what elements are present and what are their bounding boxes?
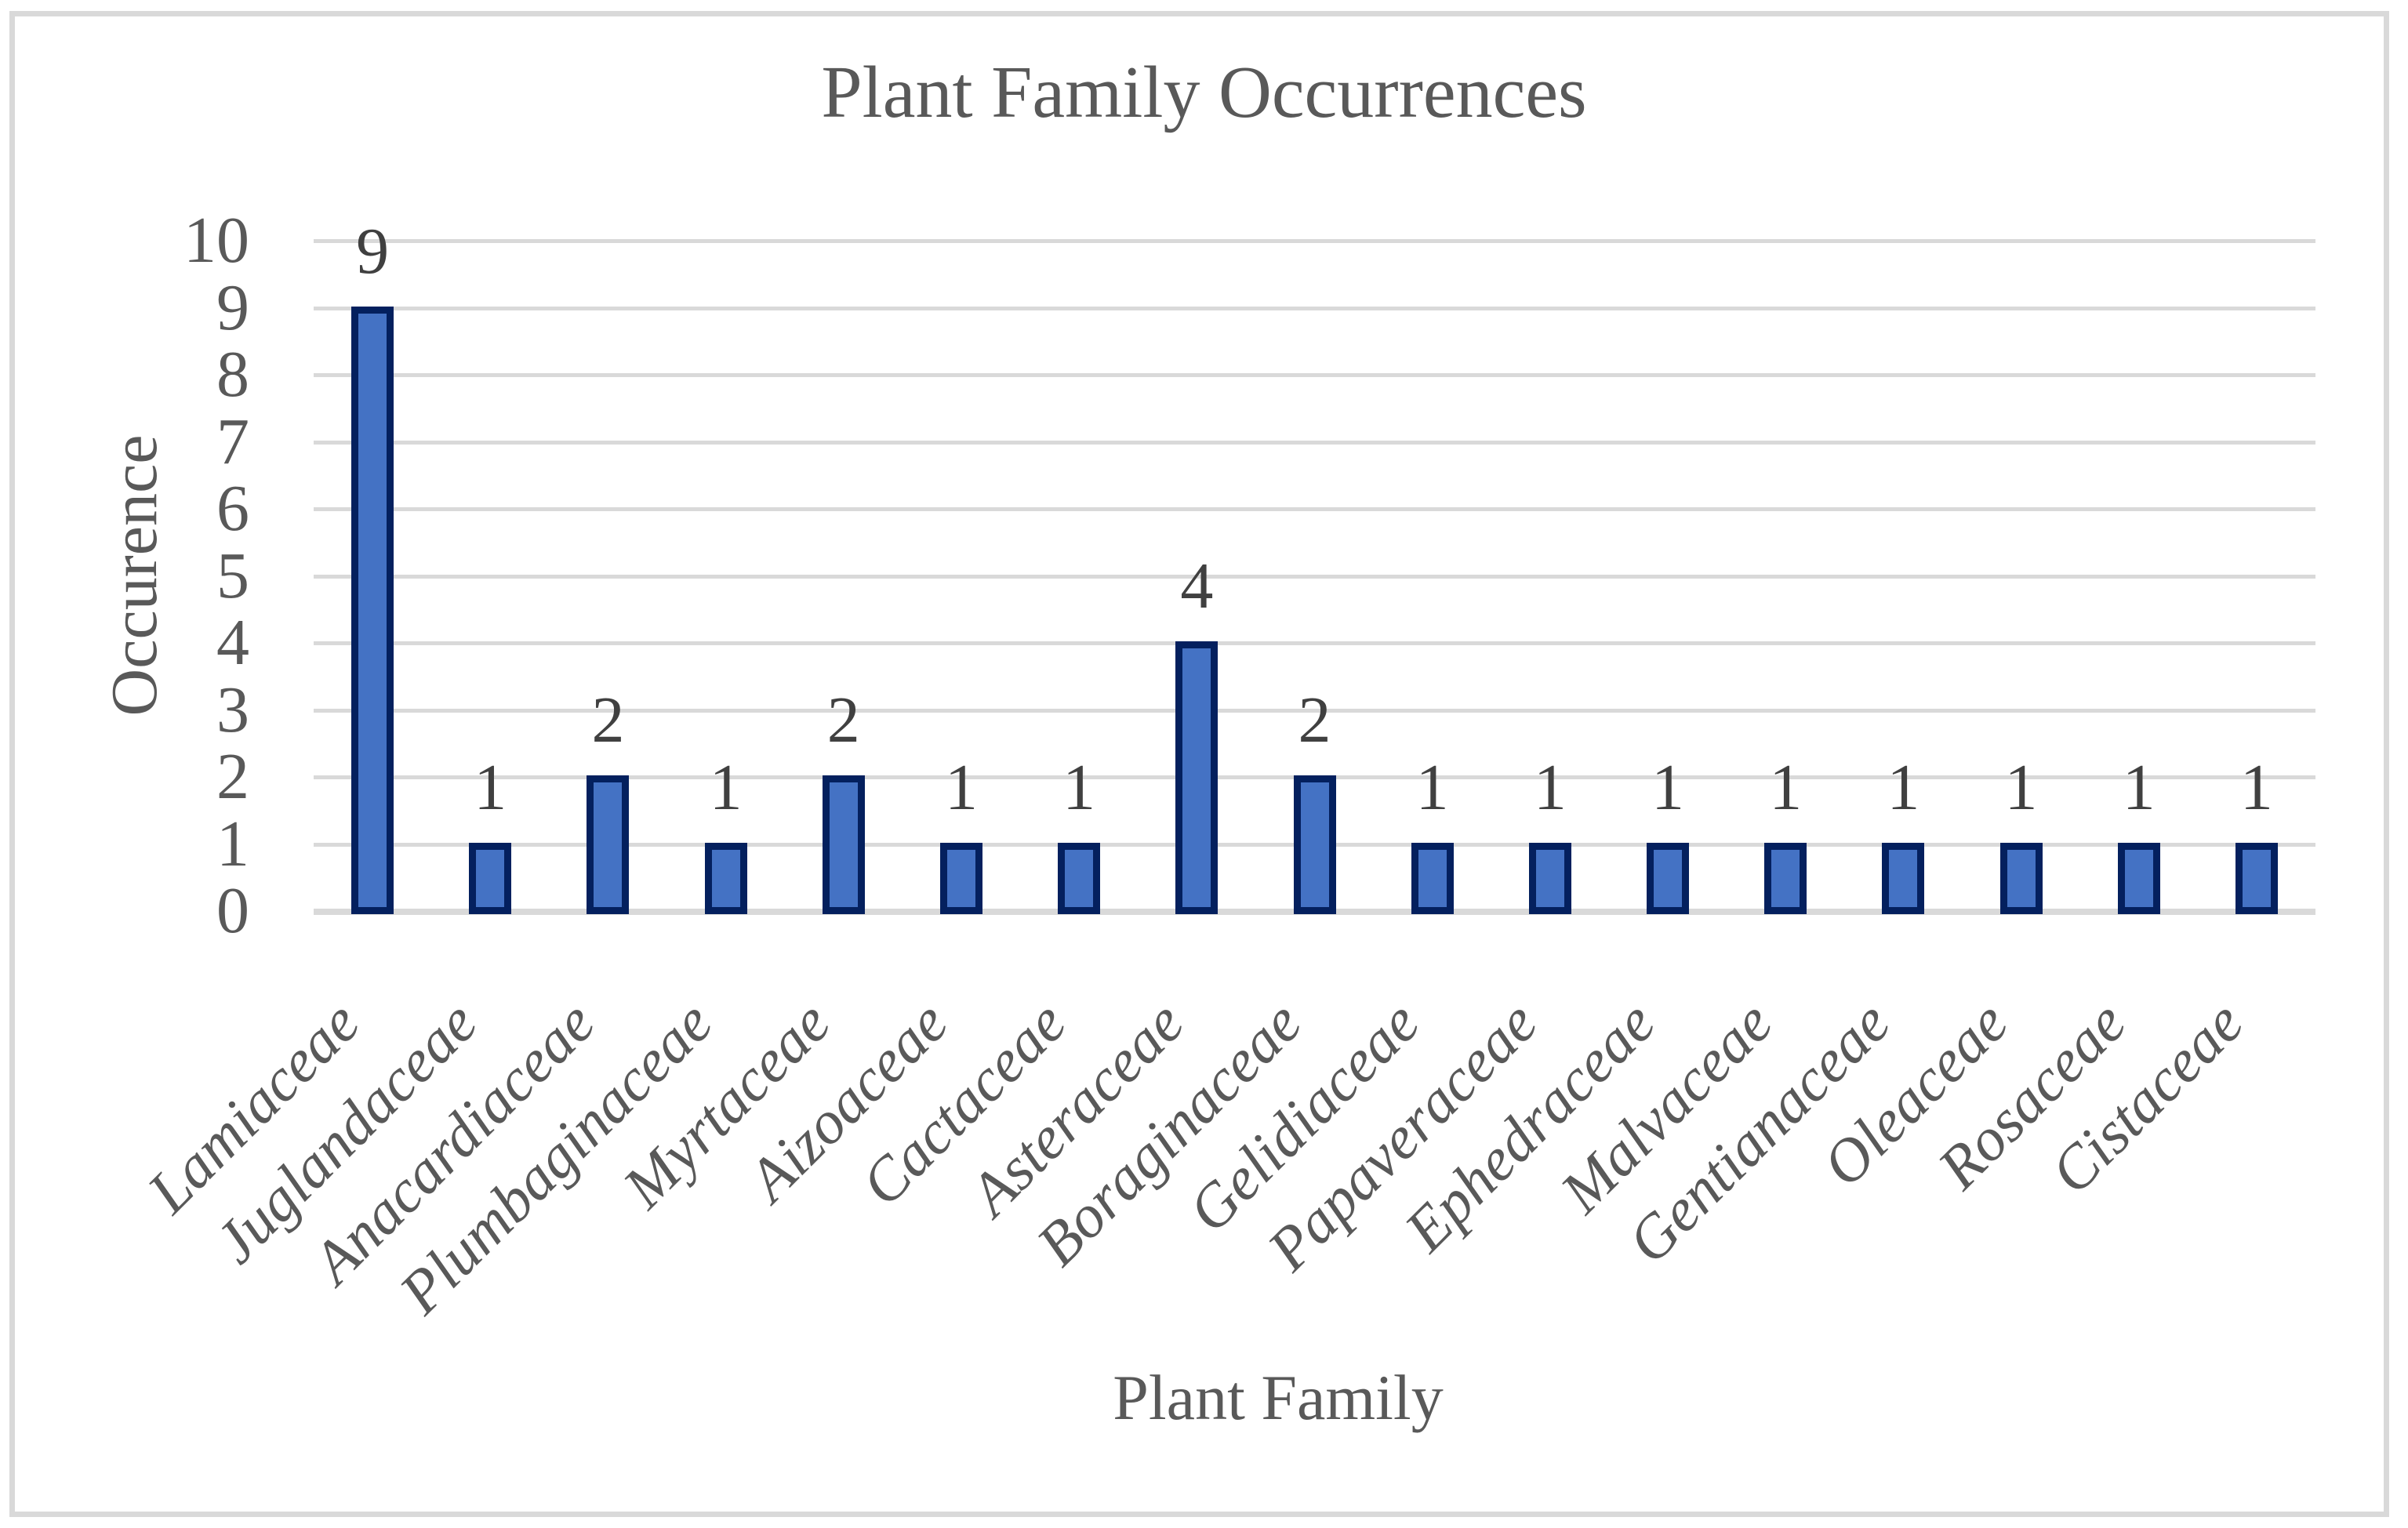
bar-value-label: 1 [1533,750,1567,824]
gridline [314,239,2315,243]
bar-asteraceae [1175,641,1219,914]
bar-value-label: 1 [1415,750,1449,824]
gridline [314,574,2315,579]
gridline [314,306,2315,310]
y-tick-label: 7 [216,405,249,478]
bar-anacardiaceae [587,775,630,914]
bar-value-label: 1 [1769,750,1803,824]
y-tick-label: 3 [216,673,249,746]
bar-myrtaceae [822,775,865,914]
bar-boraginaceae [1293,775,1336,914]
bar-cistaceae [2235,842,2278,914]
bar-cactaceae [1058,842,1101,914]
bar-value-label: 9 [356,214,390,288]
bar-value-label: 1 [2122,750,2156,824]
bar-value-label: 2 [591,684,625,757]
y-tick-label: 0 [216,874,249,947]
chart-title: Plant Family Occurrences [821,52,1587,133]
bar-rosaceae [2117,842,2160,914]
bar-gentianaceae [1882,842,1925,914]
gridline [314,641,2315,645]
bar-value-label: 2 [826,684,860,757]
y-tick-label: 10 [183,204,249,277]
x-axis-title: Plant Family [1113,1362,1444,1433]
gridline [314,507,2315,511]
bar-value-label: 4 [1180,550,1214,622]
bar-value-label: 1 [709,750,743,824]
y-tick-label: 8 [216,338,249,411]
bar-value-label: 1 [474,750,507,824]
gridline [314,708,2315,713]
y-tick-label: 6 [216,472,249,545]
y-axis-title: Occurence [98,434,171,717]
bar-value-label: 1 [2239,750,2273,824]
bar-lamiaceae [351,306,394,914]
gridline [314,440,2315,445]
y-tick-label: 5 [216,539,249,612]
bar-value-label: 1 [2004,750,2038,824]
y-tick-label: 9 [216,270,249,344]
bar-plumbaginaceae [704,842,747,914]
bar-papaveraceae [1528,842,1571,914]
bar-gelidiaceae [1411,842,1454,914]
bar-value-label: 1 [1887,750,1920,824]
bar-value-label: 1 [1062,750,1096,824]
bar-malvaceae [1764,842,1807,914]
y-tick-label: 2 [216,740,249,813]
bar-value-label: 1 [944,750,978,824]
bar-value-label: 2 [1298,684,1331,757]
y-tick-label: 4 [216,606,249,679]
chart-border [9,11,2389,1517]
bar-value-label: 1 [1651,750,1685,824]
bar-aizoaceae [939,842,982,914]
bar-oleaceae [1999,842,2043,914]
bar-ephedraceae [1647,842,1690,914]
bar-juglandaceae [469,842,512,914]
gridline [314,373,2315,377]
y-tick-label: 1 [216,807,249,880]
